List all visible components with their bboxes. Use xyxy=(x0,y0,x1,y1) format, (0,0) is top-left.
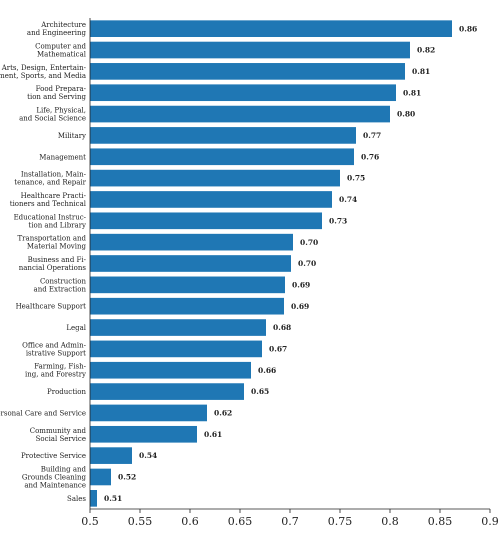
value-label: 0.67 xyxy=(269,344,287,353)
value-label: 0.76 xyxy=(361,152,379,161)
x-tick-label: 0.8 xyxy=(381,515,399,528)
value-label: 0.74 xyxy=(339,195,357,204)
category-label: Production xyxy=(47,388,86,396)
bar xyxy=(90,447,132,464)
category-label: Food Prepara-tion and Serving xyxy=(27,85,86,101)
category-label: Healthcare Support xyxy=(16,303,87,311)
category-label: Construction and Extraction xyxy=(34,277,87,293)
bar xyxy=(90,297,284,315)
category-label: Educational Instruc-tion and Library xyxy=(14,213,87,229)
bar xyxy=(90,169,340,187)
x-tick-label: 0.65 xyxy=(228,515,253,528)
bar xyxy=(90,148,354,166)
bars-group xyxy=(90,20,452,507)
category-label: Personal Care and Service xyxy=(0,409,86,417)
value-label: 0.68 xyxy=(273,323,291,332)
category-label: Protective Service xyxy=(21,452,86,460)
category-label: Architecture and Engineering xyxy=(27,21,87,37)
value-label: 0.65 xyxy=(251,387,269,396)
bar xyxy=(90,233,293,251)
value-label: 0.66 xyxy=(258,366,276,375)
category-label: Installation, Main-tenance, and Repair xyxy=(14,171,86,187)
category-label: Farming, Fish-ing, and Forestry xyxy=(25,363,87,379)
category-label: Management xyxy=(39,153,86,161)
x-tick-label: 0.9 xyxy=(481,515,499,528)
category-label: Military xyxy=(58,132,86,140)
bar xyxy=(90,255,291,272)
value-label: 0.61 xyxy=(204,430,222,439)
bar xyxy=(90,425,197,443)
bar xyxy=(90,84,396,102)
value-label: 0.73 xyxy=(329,216,347,225)
value-label: 0.62 xyxy=(214,409,232,418)
value-label: 0.70 xyxy=(300,238,318,247)
category-label: Healthcare Practi-tioners and Technical xyxy=(10,192,87,208)
x-tick-label: 0.6 xyxy=(181,515,199,528)
value-label: 0.80 xyxy=(397,110,415,119)
bar xyxy=(90,404,207,422)
bar xyxy=(90,383,244,400)
x-tick-label: 0.55 xyxy=(128,515,153,528)
category-label: Office and Admin-istrative Support xyxy=(22,341,87,357)
bar xyxy=(90,490,97,507)
bar xyxy=(90,63,405,80)
category-label: Life, Physical, and Social Science xyxy=(19,107,86,123)
category-label: Building and Grounds Cleaning and Maintena… xyxy=(22,465,87,489)
axes-group: 0.5 0.55 0.6 0.65 0.7 0.75 0.8 0.85 0.9 xyxy=(81,18,499,528)
category-label: Sales xyxy=(67,495,86,503)
value-label: 0.51 xyxy=(104,494,122,503)
category-label: Computer and Mathematical xyxy=(35,43,87,59)
category-label: Arts, Design, Entertain-ment, Sports, an… xyxy=(0,64,87,80)
value-label: 0.81 xyxy=(403,88,421,97)
x-tick-label: 0.5 xyxy=(81,515,99,528)
x-tick-label: 0.7 xyxy=(281,515,299,528)
bar xyxy=(90,212,322,230)
bar xyxy=(90,468,111,486)
bar xyxy=(90,127,356,144)
value-label: 0.52 xyxy=(118,473,136,482)
bar xyxy=(90,191,332,208)
category-label: Legal xyxy=(66,324,86,332)
bar xyxy=(90,20,452,37)
value-label: 0.69 xyxy=(291,302,309,311)
value-label: 0.70 xyxy=(298,259,316,268)
bar xyxy=(90,340,262,358)
bar xyxy=(90,361,251,379)
value-label: 0.54 xyxy=(139,451,157,460)
x-tick-label: 0.75 xyxy=(328,515,353,528)
value-label: 0.75 xyxy=(347,174,365,183)
x-tick-label: 0.85 xyxy=(428,515,453,528)
category-label: Business and Fi-nancial Operations xyxy=(19,256,87,272)
bar xyxy=(90,41,410,59)
value-labels-group: 0.86 0.82 0.81 0.81 0.80 0.77 0.76 0.75 0.74 0.73… xyxy=(104,24,477,503)
value-label: 0.86 xyxy=(459,24,477,33)
value-label: 0.77 xyxy=(363,131,381,140)
bar xyxy=(90,319,266,336)
value-label: 0.69 xyxy=(292,280,310,289)
bar xyxy=(90,105,390,123)
category-label: Community and Social Service xyxy=(30,427,87,443)
category-label: Transportation and Material Moving xyxy=(18,235,87,251)
category-labels-group: Architecture and Engineering Computer and M… xyxy=(0,21,87,503)
value-label: 0.81 xyxy=(412,67,430,76)
value-label: 0.82 xyxy=(417,46,435,55)
bar xyxy=(90,276,285,294)
